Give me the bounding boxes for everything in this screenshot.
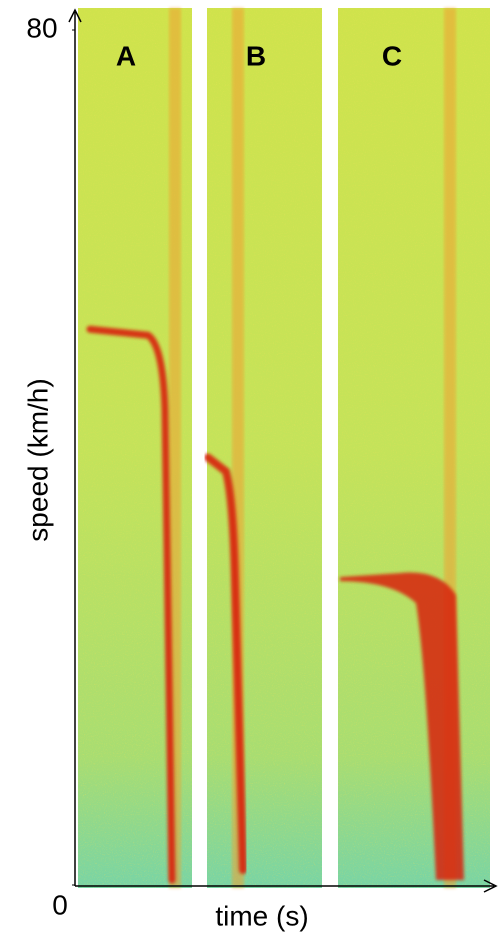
panel: C [338, 8, 490, 888]
panel-noise [207, 8, 322, 888]
y-tick-label: 0 [52, 889, 68, 920]
speed-trace [340, 572, 464, 880]
panel-label: B [246, 40, 266, 71]
panel: B [204, 8, 322, 888]
y-axis-label: speed (km/h) [22, 378, 53, 541]
panel-label: C [382, 40, 402, 71]
x-axis-label: time (s) [215, 900, 308, 931]
y-axis-arrow [68, 8, 82, 23]
speed-trace [204, 453, 247, 874]
panel-noise [338, 8, 490, 888]
panels: A B C [78, 8, 490, 888]
x-axis-arrow [483, 879, 498, 893]
speed-trace [86, 325, 176, 884]
y-tick-label: 80 [26, 12, 57, 43]
panel-label: A [116, 40, 136, 71]
panel: A [78, 8, 192, 888]
